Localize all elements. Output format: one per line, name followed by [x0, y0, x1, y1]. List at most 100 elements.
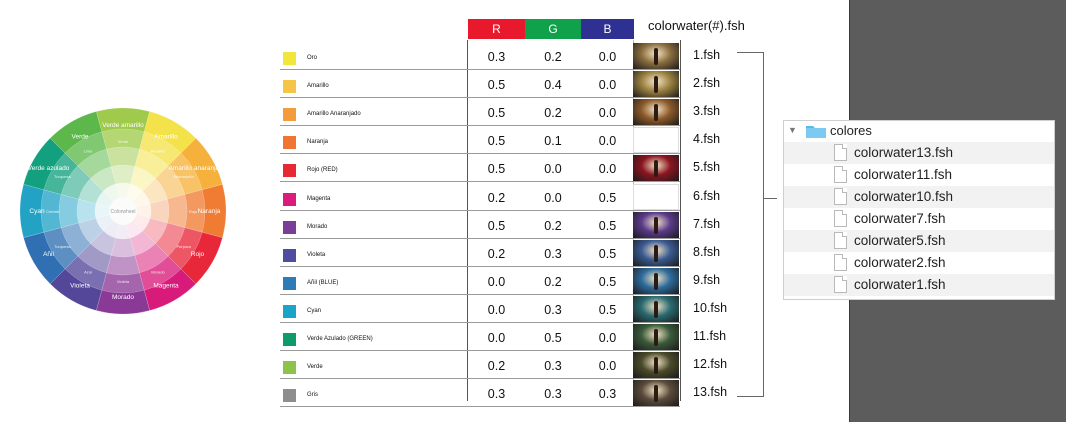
file-label: colorwater2.fsh — [854, 255, 946, 270]
preview-thumbnail — [633, 127, 679, 154]
shader-filename: 12.fsh — [693, 357, 728, 372]
wheel-inner-label: Morado — [151, 270, 165, 275]
r-value: 0.2 — [487, 246, 506, 261]
color-name: Verde Azulado (GREEN) — [307, 336, 373, 342]
header-r: R — [468, 19, 525, 39]
r-value: 0.2 — [487, 359, 506, 374]
preview-thumbnail — [633, 352, 679, 379]
row-divider — [280, 209, 680, 211]
document-icon — [834, 166, 847, 183]
preview-thumbnail — [633, 295, 679, 322]
row-divider — [280, 350, 680, 351]
color-swatch — [283, 361, 296, 375]
file-row[interactable]: colorwater7.fsh — [784, 208, 1054, 230]
b-value: 0.5 — [598, 274, 617, 289]
figure-silhouette — [654, 329, 658, 346]
figure-silhouette — [654, 104, 658, 122]
r-value: 0.5 — [487, 78, 506, 93]
wheel-label: Amarillo — [154, 134, 178, 141]
preview-thumbnail — [633, 183, 679, 210]
table-row: Morado 0.5 0.2 0.5 — [280, 211, 680, 239]
color-name: Amarillo — [307, 83, 329, 90]
shader-filename: 6.fsh — [693, 188, 721, 203]
row-divider — [280, 97, 680, 99]
table-row: Amarillo Anaranjado 0.5 0.2 0.0 — [280, 98, 680, 127]
file-label: colorwater10.fsh — [854, 189, 954, 204]
r-value: 0.0 — [487, 331, 506, 345]
header-g: G — [525, 19, 581, 39]
table-row: Añil (BLUE) 0.0 0.2 0.5 — [280, 267, 680, 295]
wheel-inner-label: Amarillo — [151, 148, 166, 153]
b-value: 0.0 — [598, 162, 617, 177]
document-icon — [834, 188, 847, 205]
figure-silhouette — [654, 160, 658, 178]
shader-filename: 5.fsh — [693, 160, 721, 175]
file-row[interactable]: colorwater1.fsh — [784, 274, 1054, 296]
r-value: 0.2 — [487, 190, 506, 205]
file-row[interactable]: colorwater5.fsh — [784, 230, 1054, 252]
wheel-segment — [122, 203, 152, 219]
color-name: Añil (BLUE) — [307, 279, 339, 286]
wheel-label: Cyan — [29, 208, 45, 215]
figure-silhouette — [654, 244, 658, 262]
row-divider — [280, 265, 680, 267]
b-value: 0.5 — [598, 218, 617, 233]
color-name: Cyan — [307, 307, 322, 314]
color-swatch — [283, 80, 296, 94]
shader-filename: 9.fsh — [693, 272, 721, 287]
figure-silhouette — [654, 216, 658, 234]
shader-filename: 4.fsh — [693, 132, 721, 147]
table-row: Rojo (RED) 0.5 0.0 0.0 — [280, 154, 680, 183]
g-value: 0.3 — [544, 359, 562, 374]
row-divider — [280, 321, 680, 323]
wheel-inner-label: Violeta — [117, 279, 130, 284]
color-swatch — [283, 276, 296, 290]
row-divider — [280, 293, 680, 295]
document-icon — [834, 276, 847, 293]
preview-thumbnail — [633, 380, 679, 407]
wheel-inner-label: Anaranjado — [173, 174, 194, 179]
document-icon — [834, 210, 847, 227]
color-swatch — [283, 304, 296, 318]
folder-label: colores — [830, 123, 872, 138]
color-name: Oro — [307, 55, 318, 61]
header-b: B — [581, 19, 634, 39]
table-row: Cyan 0.0 0.3 0.5 — [280, 295, 680, 323]
file-row[interactable]: colorwater13.fsh — [784, 142, 1054, 164]
wheel-inner-label: Turquesa — [54, 174, 72, 179]
wheel-label: Verde azulado — [28, 165, 70, 172]
b-value: 0.0 — [598, 106, 617, 121]
table-divider — [467, 40, 468, 401]
folder-row[interactable]: ▼ colores — [784, 121, 1054, 142]
disclosure-triangle-icon[interactable]: ▼ — [788, 125, 797, 135]
b-value: 0.0 — [598, 134, 617, 149]
wheel-segment — [115, 210, 131, 240]
file-row[interactable]: colorwater10.fsh — [784, 186, 1054, 208]
color-name: Morado — [307, 223, 328, 230]
color-swatch — [283, 333, 296, 346]
wheel-inner-label: Verde — [118, 139, 129, 144]
document-icon — [834, 232, 847, 249]
shader-filename: 8.fsh — [693, 244, 721, 259]
preview-thumbnail — [633, 239, 679, 266]
table-row: Naranja 0.5 0.1 0.0 — [280, 126, 680, 155]
file-label: colorwater1.fsh — [854, 277, 946, 292]
file-row[interactable]: colorwater11.fsh — [784, 164, 1054, 186]
g-value: 0.2 — [544, 50, 562, 64]
wheel-label: Verde — [72, 134, 89, 141]
figure-silhouette — [654, 48, 658, 65]
figure-silhouette — [654, 300, 658, 318]
table-row: Verde 0.2 0.3 0.0 — [280, 351, 680, 380]
g-value: 0.1 — [544, 134, 562, 149]
preview-thumbnail — [633, 43, 679, 69]
document-icon — [834, 254, 847, 271]
shader-filename: 2.fsh — [693, 76, 721, 91]
figure-silhouette — [654, 272, 658, 290]
r-value: 0.3 — [487, 50, 506, 64]
table-row: Verde Azulado (GREEN) 0.0 0.5 0.0 — [280, 323, 680, 351]
files-bracket — [737, 52, 764, 397]
file-row[interactable]: colorwater2.fsh — [784, 252, 1054, 274]
b-value: 0.5 — [598, 190, 617, 205]
g-value: 0.3 — [544, 387, 562, 402]
table-row: Violeta 0.2 0.3 0.5 — [280, 239, 680, 267]
